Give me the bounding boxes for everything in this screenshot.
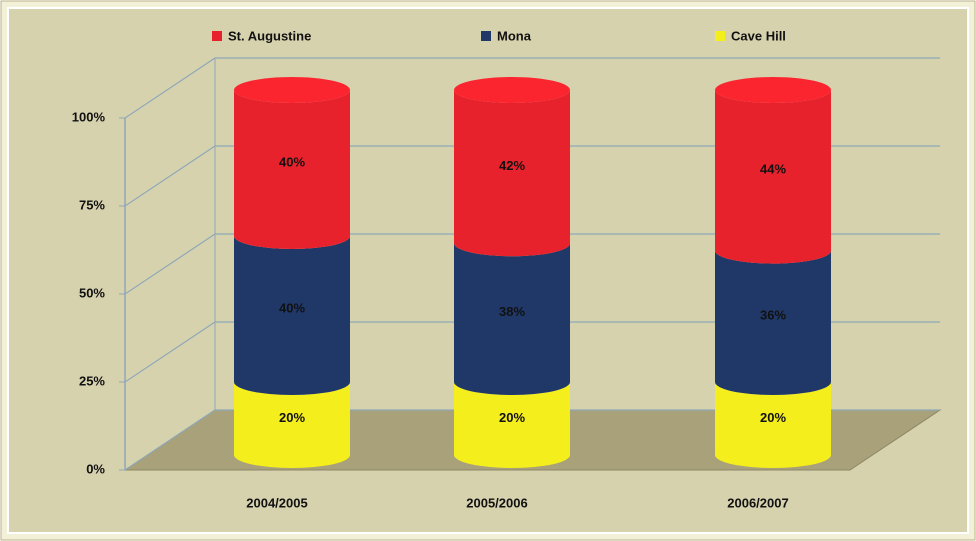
value-label: 38%: [499, 304, 525, 319]
value-label: 36%: [760, 308, 786, 323]
legend-swatch: [481, 31, 491, 41]
cylinder-segment: [715, 90, 831, 264]
y-tick-label: 50%: [79, 285, 105, 300]
grid-line: [124, 57, 940, 119]
legend-label: St. Augustine: [228, 28, 311, 43]
value-label: 20%: [760, 410, 786, 425]
cylinder-segment: [454, 382, 570, 468]
legend-swatch: [212, 31, 222, 41]
cylinder-segment: [715, 382, 831, 468]
legend-swatch: [715, 31, 725, 41]
value-label: 42%: [499, 158, 525, 173]
value-label: 40%: [279, 300, 305, 315]
value-label: 44%: [760, 162, 786, 177]
y-tick-label: 25%: [79, 373, 105, 388]
y-tick-label: 0%: [86, 461, 105, 476]
cylinder-segment: [454, 90, 570, 257]
y-tick-label: 100%: [72, 109, 106, 124]
cylinder-segment: [234, 382, 350, 468]
grid-line: [124, 321, 940, 383]
cylinder-segment: [234, 90, 350, 249]
cylinder-segment: [234, 236, 350, 395]
legend-label: Mona: [497, 28, 532, 43]
cylinder-segment: [454, 243, 570, 395]
grid-line: [124, 409, 940, 471]
value-label: 20%: [499, 410, 525, 425]
x-tick-label: 2005/2006: [466, 495, 527, 510]
legend-label: Cave Hill: [731, 28, 786, 43]
value-label: 40%: [279, 154, 305, 169]
y-tick-label: 75%: [79, 197, 105, 212]
cylinder-segment: [715, 250, 831, 395]
value-label: 20%: [279, 410, 305, 425]
grid-line: [124, 145, 940, 207]
cylinder-top: [454, 77, 570, 103]
x-tick-label: 2004/2005: [246, 495, 307, 510]
grid-line: [124, 233, 940, 295]
cylinder-top: [234, 77, 350, 103]
cylinder-top: [715, 77, 831, 103]
x-tick-label: 2006/2007: [727, 495, 788, 510]
